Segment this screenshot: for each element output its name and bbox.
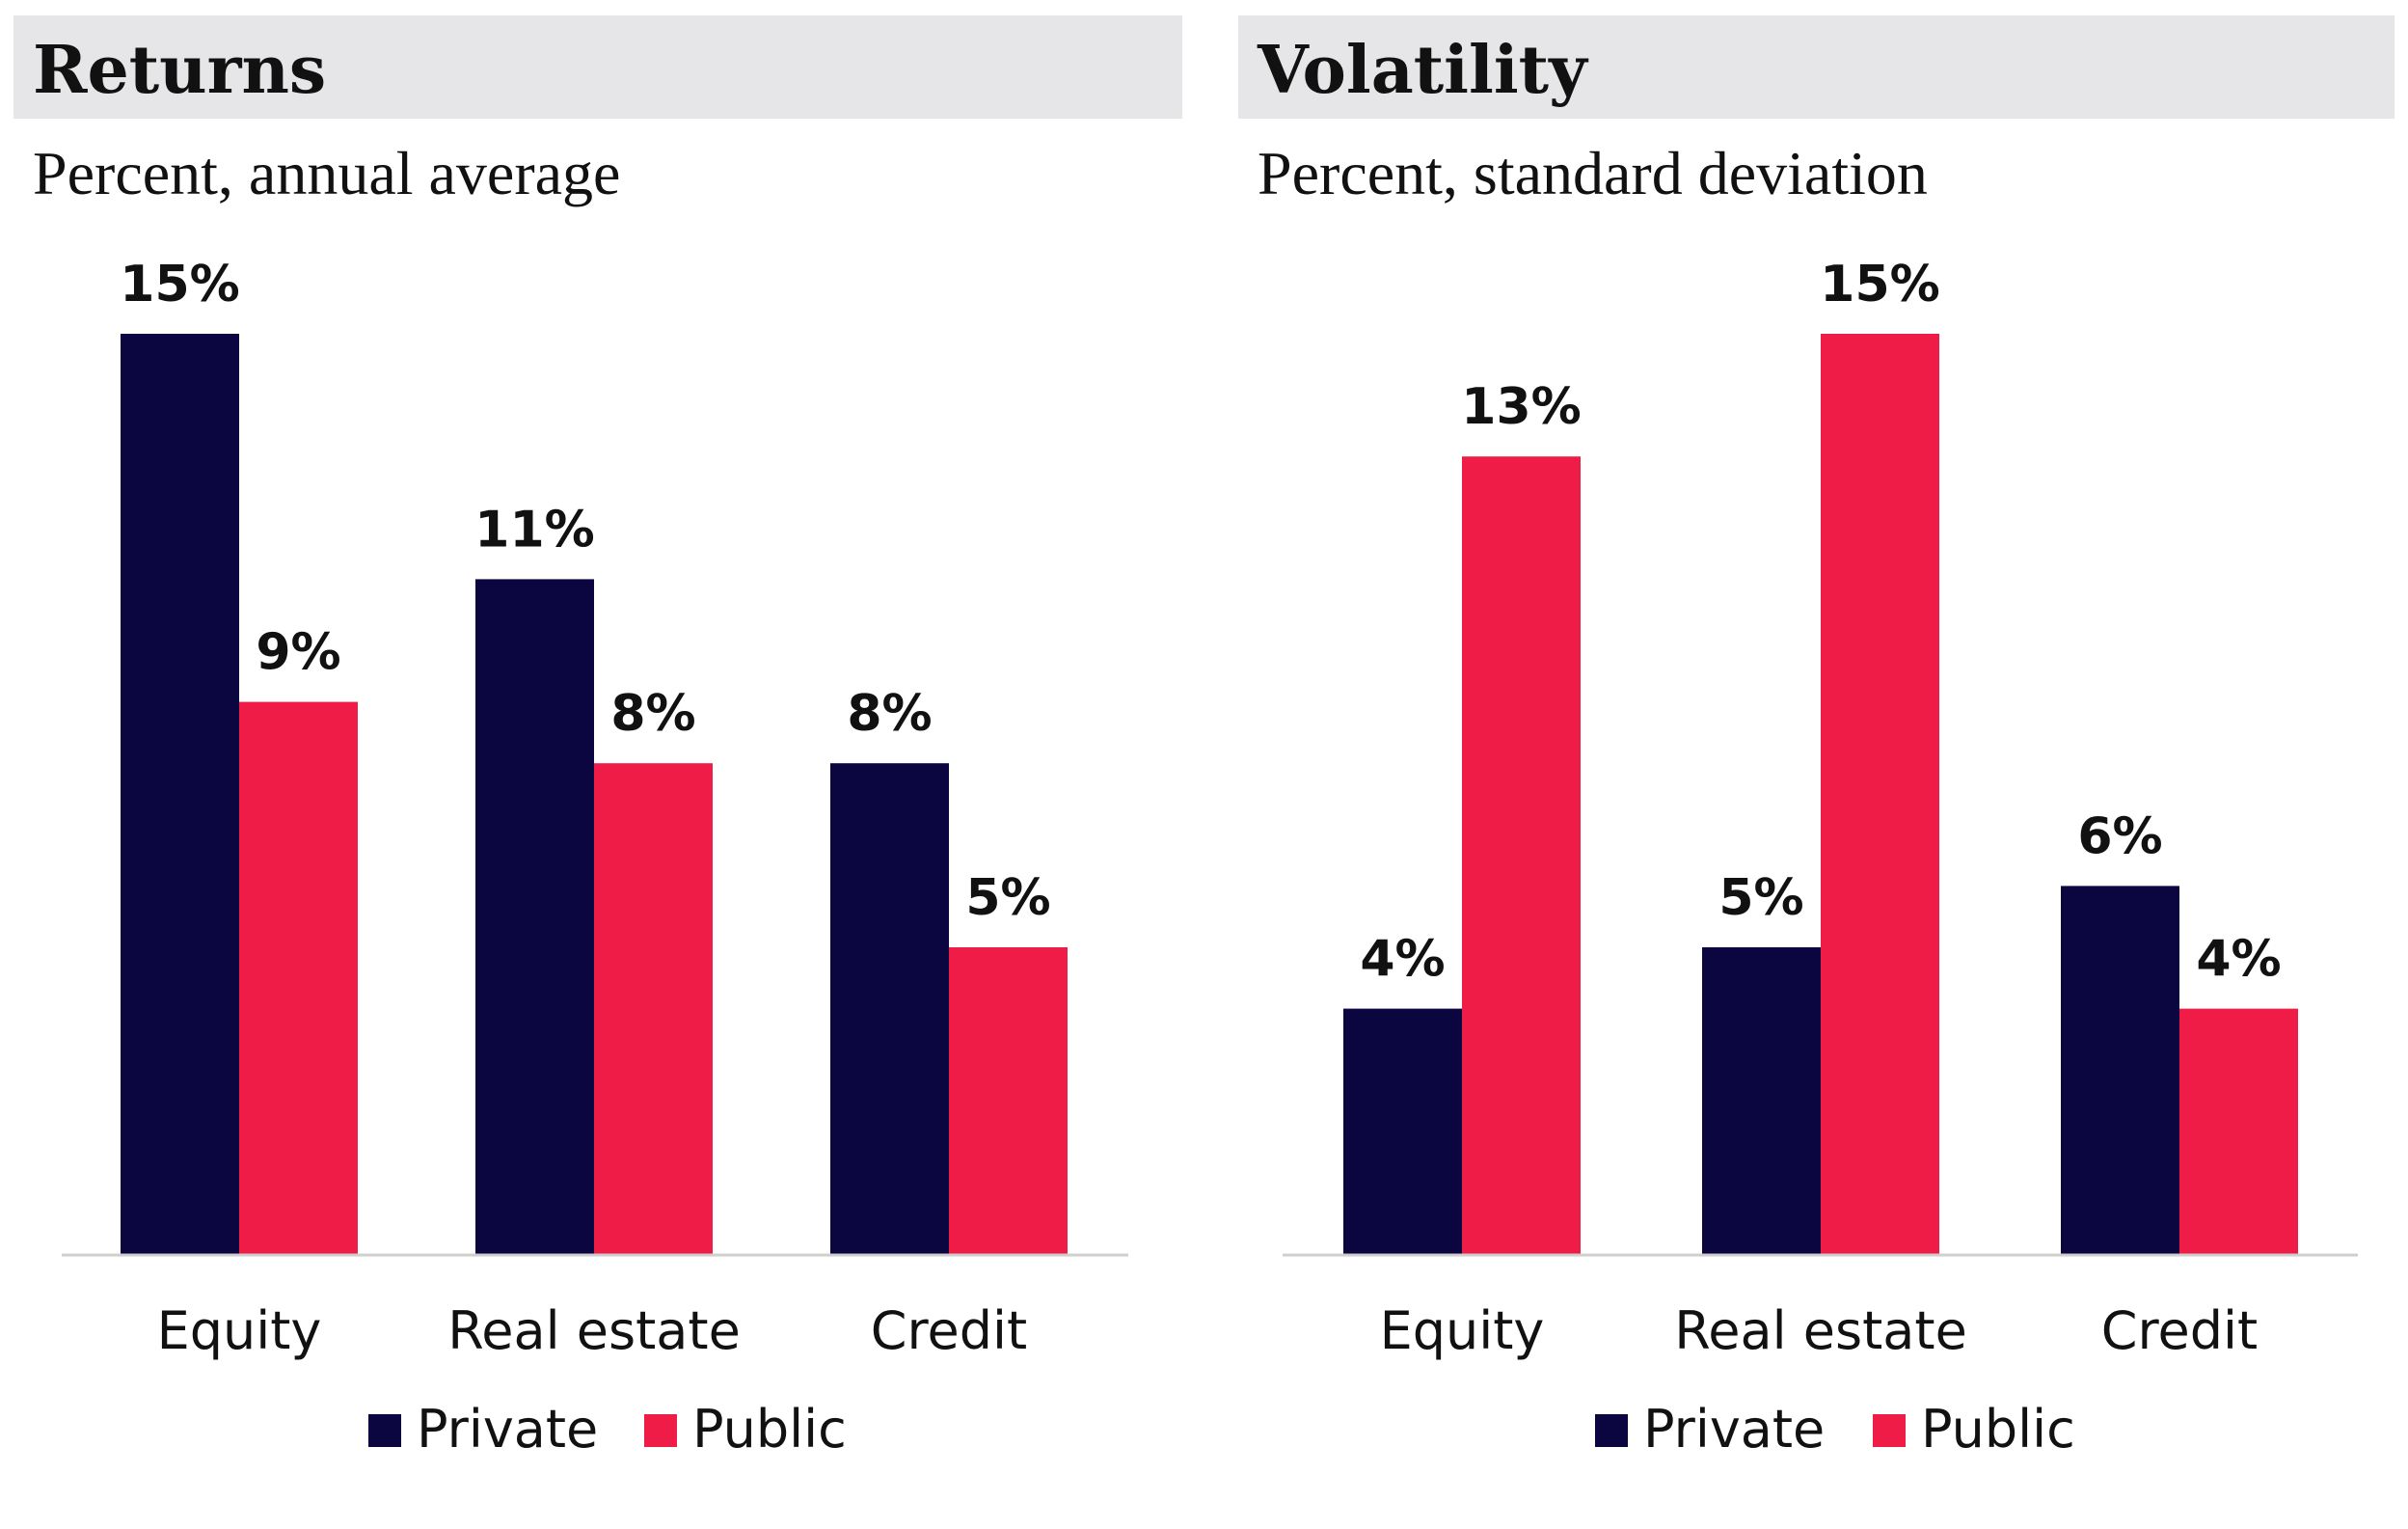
legend-label-private: Private	[417, 1399, 598, 1460]
returns-subtitle: Percent, annual average	[33, 139, 621, 207]
returns-title: Returns	[33, 32, 327, 109]
data-label-public-real-estate: 8%	[610, 685, 695, 743]
data-label-public-credit: 4%	[2196, 931, 2281, 989]
category-label-credit: Credit	[2101, 1300, 2258, 1361]
volatility-subtitle: Percent, standard deviation	[1258, 139, 1928, 207]
category-label-real-estate: Real estate	[447, 1300, 741, 1361]
bar-private-equity	[1343, 1008, 1462, 1254]
returns-chart: 15% 9% Equity 11% 8% Real estate 8% 5% Credit Pri…	[62, 256, 1128, 1460]
legend-swatch-public	[644, 1414, 677, 1447]
data-label-public-credit: 5%	[965, 869, 1050, 927]
data-label-private-real-estate: 5%	[1718, 869, 1803, 927]
legend-label-public: Public	[1921, 1399, 2075, 1460]
bar-public-real-estate	[594, 763, 713, 1254]
data-label-private-equity: 4%	[1360, 931, 1445, 989]
bar-public-equity	[239, 701, 358, 1254]
data-label-public-equity: 13%	[1461, 378, 1581, 436]
data-label-private-credit: 6%	[2077, 807, 2162, 865]
data-label-private-real-estate: 11%	[474, 501, 594, 559]
bar-public-real-estate	[1821, 334, 1939, 1254]
bar-public-equity	[1462, 456, 1581, 1254]
returns-header-band	[14, 15, 1182, 119]
volatility-header-band	[1238, 15, 2394, 119]
legend-label-private: Private	[1643, 1399, 1825, 1460]
legend-swatch-private	[368, 1414, 401, 1447]
category-label-equity: Equity	[1380, 1300, 1545, 1361]
legend-swatch-private	[1595, 1414, 1628, 1447]
data-label-public-real-estate: 15%	[1820, 256, 1939, 314]
data-label-private-equity: 15%	[120, 256, 239, 314]
bar-private-credit	[2061, 886, 2179, 1254]
returns-panel: Returns Percent, annual average 15% 9% Equ…	[0, 0, 1196, 1529]
legend-swatch-public	[1873, 1414, 1906, 1447]
legend-label-public: Public	[692, 1399, 847, 1460]
volatility-title: Volatility	[1258, 32, 1587, 109]
data-label-public-equity: 9%	[256, 624, 340, 682]
bar-private-real-estate	[475, 579, 594, 1254]
bar-private-real-estate	[1702, 947, 1821, 1254]
volatility-panel: Volatility Percent, standard deviation 4…	[1225, 0, 2408, 1529]
category-label-equity: Equity	[157, 1300, 322, 1361]
bar-private-equity	[121, 334, 239, 1254]
volatility-chart: 4% 13% Equity 5% 15% Real estate 6% 4% Credit Pri…	[1283, 256, 2358, 1460]
bar-private-credit	[830, 763, 949, 1254]
category-label-credit: Credit	[871, 1300, 1027, 1361]
bar-public-credit	[2179, 1008, 2298, 1254]
category-label-real-estate: Real estate	[1674, 1300, 1967, 1361]
bar-public-credit	[949, 947, 1068, 1254]
data-label-private-credit: 8%	[847, 685, 932, 743]
